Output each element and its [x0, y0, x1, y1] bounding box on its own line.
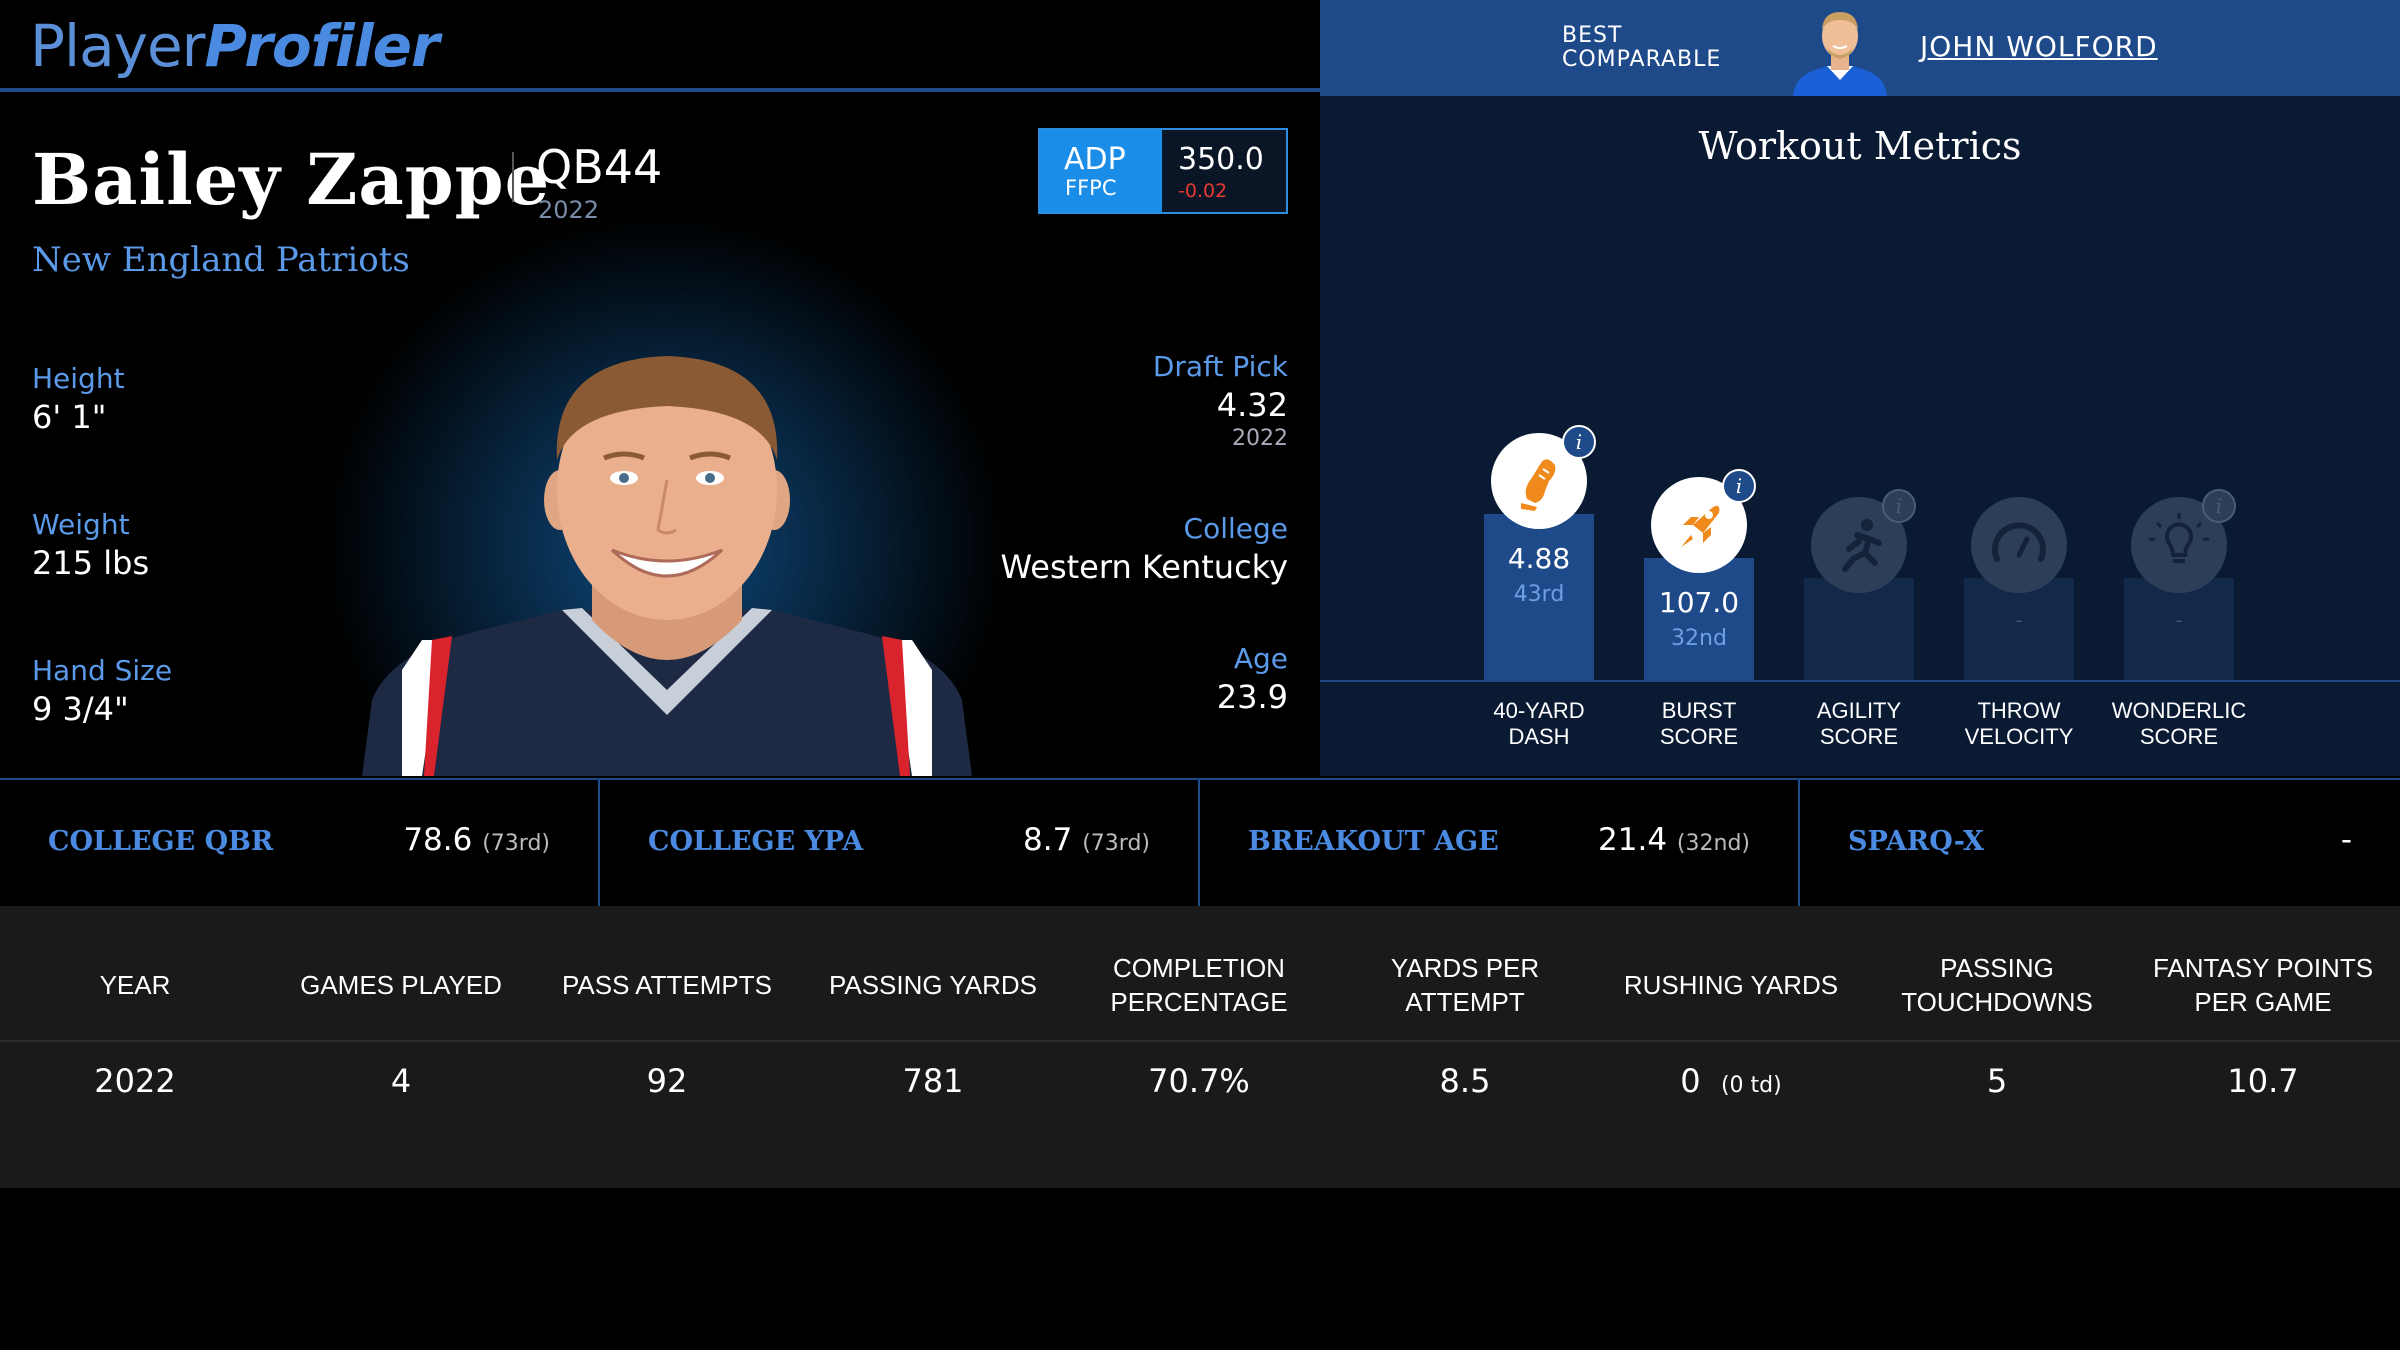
forty-yard-dash-rank: 43rd	[1513, 582, 1565, 607]
throw-velocity-bar	[1964, 578, 2074, 680]
college-qbr-label: COLLEGE QBR	[48, 826, 274, 857]
college-ypa-label: COLLEGE YPA	[648, 826, 864, 857]
throw-velocity-value: -	[2015, 610, 2023, 631]
adp-change: -0.02	[1178, 180, 1228, 202]
strip-divider	[1798, 778, 1800, 906]
forty-yard-dash-label: 40-YARD DASH	[1493, 698, 1585, 749]
comparable-avatar	[1785, 6, 1895, 96]
best-comparable-label: BEST COMPARABLE	[1562, 24, 1721, 72]
info-icon[interactable]: i	[1882, 489, 1916, 523]
forty-yard-dash-value: 4.88	[1507, 542, 1571, 575]
cell-yards-per-attempt: 8.5	[1439, 1062, 1491, 1100]
info-icon[interactable]: i	[1562, 425, 1596, 459]
throw-velocity-label: THROW VELOCITY	[1964, 698, 2074, 749]
site-logo[interactable]: PlayerProfiler	[30, 10, 440, 82]
logo-text-player: Player	[30, 12, 205, 80]
col-header-passing-touchdowns: PASSING TOUCHDOWNS	[1901, 953, 2093, 1017]
col-header-completion-percentage: COMPLETION PERCENTAGE	[1110, 953, 1288, 1017]
best-comparable-line1: BEST	[1562, 23, 1623, 48]
draft-pick-year: 2022	[1232, 426, 1288, 451]
info-icon[interactable]: i	[2202, 489, 2236, 523]
adp-badge: ADP FFPC 350.0 -0.02	[1038, 128, 1288, 214]
player-headshot	[362, 340, 972, 776]
draft-pick-label: Draft Pick	[1152, 350, 1288, 383]
col-header-year: YEAR	[99, 970, 171, 1000]
cell-pass-attempts: 92	[646, 1062, 688, 1100]
weight-value: 215 lbs	[32, 544, 150, 582]
college-stats-strip	[0, 778, 2400, 906]
info-icon[interactable]: i	[1722, 469, 1756, 503]
agility-score-bar	[1804, 578, 1914, 680]
player-team-link[interactable]: New England Patriots	[32, 240, 410, 280]
adp-value: 350.0	[1178, 142, 1264, 177]
agility-score-label: AGILITY SCORE	[1816, 698, 1902, 749]
age-label: Age	[1233, 642, 1288, 675]
season-stats-table	[0, 906, 2400, 1188]
col-header-yards-per-attempt: YARDS PER ATTEMPT	[1390, 953, 1540, 1017]
col-header-games-played: GAMES PLAYED	[300, 970, 502, 1000]
college-ypa-value: 8.7 (73rd)	[1023, 822, 1150, 858]
breakout-age-value: 21.4 (32nd)	[1598, 822, 1750, 858]
col-header-pass-attempts: PASS ATTEMPTS	[562, 970, 772, 1000]
college-qbr-value: 78.6 (73rd)	[403, 822, 550, 858]
best-comparable-line2: COMPARABLE	[1562, 47, 1722, 72]
weight-label: Weight	[32, 508, 130, 541]
wonderlic-score-bar	[2124, 578, 2234, 680]
col-header-passing-yards: PASSING YARDS	[828, 970, 1038, 1000]
draft-pick-value: 4.32	[1216, 386, 1288, 424]
burst-score-value: 107.0	[1658, 586, 1740, 619]
hand-size-value: 9 3/4"	[32, 690, 129, 728]
position-rank-year: 2022	[538, 196, 600, 224]
comparable-player-link[interactable]: JOHN WOLFORD	[1920, 30, 2158, 63]
sparq-x-value: -	[2340, 822, 2352, 858]
player-name: Bailey Zappe	[32, 138, 551, 221]
height-value: 6' 1"	[32, 398, 107, 436]
cell-passing-touchdowns: 5	[1986, 1062, 2008, 1100]
cell-fantasy-points-per-game: 10.7	[2227, 1062, 2299, 1100]
adp-label-block: ADP FFPC	[1040, 130, 1162, 212]
cell-passing-yards: 781	[902, 1062, 964, 1100]
age-value: 23.9	[1216, 678, 1288, 716]
adp-label: ADP	[1064, 142, 1126, 177]
cell-year: 2022	[94, 1062, 176, 1100]
workout-baseline	[1320, 680, 2400, 682]
hand-size-label: Hand Size	[32, 654, 173, 687]
table-header-divider	[0, 1040, 2400, 1042]
burst-score-label: BURST SCORE	[1659, 698, 1739, 749]
strip-divider	[1198, 778, 1200, 906]
college-label: College	[1183, 512, 1288, 545]
cell-completion-percentage: 70.7%	[1148, 1062, 1250, 1100]
cell-rushing-yards: 0 (0 td)	[1680, 1062, 1782, 1100]
cell-games-played: 4	[390, 1062, 412, 1100]
burst-score-rank: 32nd	[1671, 626, 1727, 651]
col-header-rushing-yards: RUSHING YARDS	[1623, 970, 1839, 1000]
burst-score-bar	[1644, 558, 1754, 680]
header-bar	[0, 0, 1320, 92]
breakout-age-label: BREAKOUT AGE	[1248, 826, 1499, 857]
logo-text-profiler: Profiler	[204, 12, 440, 80]
gauge-icon	[1971, 497, 2067, 593]
col-header-fantasy-points-per-game: FANTASY POINTS PER GAME	[2152, 953, 2374, 1017]
name-divider	[512, 152, 514, 202]
college-value: Western Kentucky	[1000, 548, 1288, 586]
position-rank: QB44	[536, 140, 663, 194]
adp-source: FFPC	[1065, 176, 1117, 200]
strip-divider	[598, 778, 600, 906]
forty-yard-dash-bar	[1484, 514, 1594, 680]
height-label: Height	[32, 362, 125, 395]
workout-metrics-title: Workout Metrics	[1698, 124, 2022, 168]
wonderlic-score-value: -	[2175, 610, 2183, 631]
sparq-x-label: SPARQ-X	[1848, 826, 1984, 857]
wonderlic-score-label: WONDERLIC SCORE	[2111, 698, 2247, 749]
